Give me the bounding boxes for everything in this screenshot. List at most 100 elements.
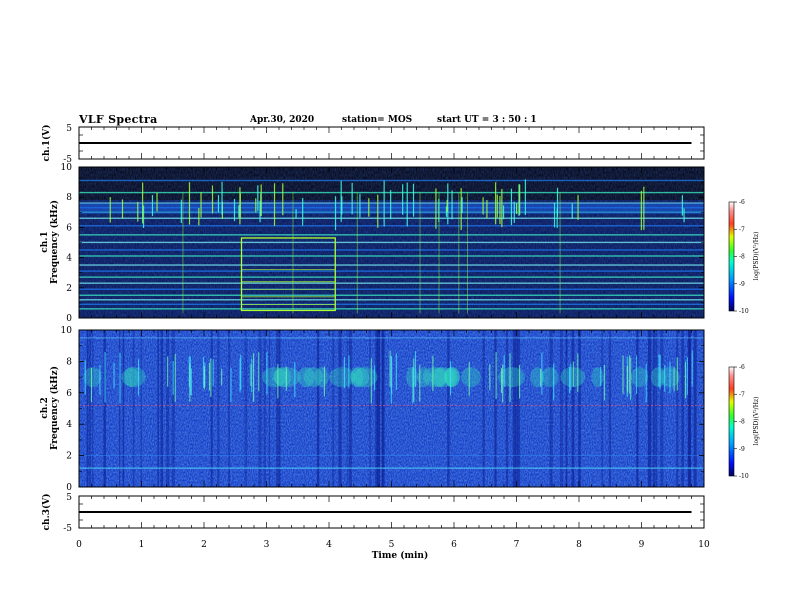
spec2-streak: [258, 330, 262, 487]
ch2-spec-ylabel-2: Frequency (kHz): [49, 366, 60, 450]
y-tick-label: 0: [66, 314, 72, 324]
spec2-streak: [171, 330, 175, 487]
spec2-blob: [422, 367, 448, 388]
colorbar-tick-label: -10: [739, 308, 749, 315]
spec2-blob: [443, 367, 460, 388]
spec1-band: [79, 303, 704, 306]
panel-ch2-spectrogram: 0 2 4 6 8 10 ch.2 Frequency (kHz): [40, 326, 705, 493]
x-tick-label: 7: [514, 540, 520, 550]
spec2-streak: [561, 330, 564, 487]
y-tick-label: 0: [66, 483, 72, 493]
ch1-ytick-bottom: -5: [63, 155, 72, 165]
y-tick-label: 10: [61, 163, 73, 173]
spec2-blob: [434, 367, 447, 388]
ch3-ytick-bottom: -5: [63, 524, 72, 534]
spec2-streak: [647, 330, 652, 487]
colorbar-ch1-label: log(PSD)(V²/Hz): [753, 232, 760, 281]
x-tick-label: 6: [451, 540, 457, 550]
spec1-band: [79, 203, 704, 214]
spec2-blob: [83, 367, 102, 388]
y-tick-label: 2: [66, 284, 72, 294]
spec2-streak: [637, 330, 639, 487]
spec2-streak: [210, 330, 213, 487]
spec2-streak: [636, 330, 638, 487]
spec2-streak: [505, 330, 509, 487]
spec2-streak: [693, 330, 697, 487]
spec1-band: [79, 255, 704, 257]
spec1-band: [79, 264, 704, 266]
spec2-blob: [444, 367, 460, 388]
spec2-streak: [571, 330, 575, 487]
colorbar-tick-label: -6: [739, 364, 745, 371]
spec2-streak: [652, 330, 655, 487]
spec2-streak: [676, 330, 679, 487]
spec2-streak: [263, 330, 266, 487]
colorbar-tick-label: -8: [739, 254, 745, 261]
spec2-streak: [608, 330, 612, 487]
spec2-streak: [482, 330, 485, 487]
ch3-ytick-top: 5: [66, 493, 72, 503]
spec2-streak: [140, 330, 142, 487]
spec2-streak: [660, 330, 664, 487]
spec1-band: [79, 249, 704, 251]
spec2-streak: [86, 330, 88, 487]
spec2-blob: [297, 367, 315, 388]
spec1-highlight-box: [240, 237, 336, 312]
y-tick-label: 6: [66, 223, 72, 233]
spec2-streak: [276, 330, 279, 487]
spec1-band: [79, 179, 704, 182]
spec2-streak: [578, 330, 581, 487]
spec2-streak: [338, 330, 342, 487]
spec2-streak: [517, 330, 521, 487]
spec2-streak: [369, 330, 371, 487]
colorbar-tick-label: -6: [739, 199, 745, 206]
y-tick-label: 8: [66, 357, 72, 367]
spec1-band: [79, 276, 704, 278]
colorbar-tick-label: -7: [739, 391, 745, 398]
colorbar-tick-label: -9: [739, 446, 745, 453]
spec2-streak: [228, 330, 230, 487]
x-axis-label: Time (min): [372, 550, 429, 561]
panel-ch3-waveform: 5 -5 ch.3(V) 0 1 2 3 4 5 6 7 8 9 10 Time (min): [41, 493, 710, 561]
spec2-streak: [119, 330, 121, 487]
spec2-streak: [375, 330, 378, 487]
x-tick-label: 1: [139, 540, 145, 550]
spec2-blob: [541, 367, 559, 388]
spec2-streak: [317, 330, 320, 487]
spec2-blob: [417, 367, 431, 388]
colorbar-ch1-gradient: [728, 201, 735, 312]
chart-title: VLF Spectra: [79, 113, 158, 126]
spec2-streak: [655, 330, 658, 487]
spec2-blob: [121, 367, 146, 388]
spec1-band: [79, 234, 704, 236]
x-tick-label: 5: [389, 540, 395, 550]
spec2-streak: [687, 330, 691, 487]
station-label: station= MOS: [342, 115, 413, 125]
spec2-streak: [122, 330, 125, 487]
spec2-streak: [132, 330, 135, 487]
spec1-band: [79, 270, 704, 272]
colorbar-ch2: -6 -7 -8 -9 -10 log(PSD)(V²/Hz): [728, 364, 760, 480]
spec1-band: [79, 282, 704, 284]
y-tick-label: 8: [66, 193, 72, 203]
spec2-blob: [303, 367, 323, 388]
spec1-band: [79, 288, 704, 290]
ch1-spec-ylabel-1: ch.1: [40, 231, 50, 252]
x-tick-label: 0: [76, 540, 82, 550]
spec2-streak: [278, 330, 281, 487]
spec2-streak: [681, 330, 685, 487]
spec1-band: [79, 217, 704, 219]
spec2-streak: [512, 330, 516, 487]
spec2-blob: [124, 367, 139, 388]
spec2-streak: [346, 330, 348, 487]
spec2-streak: [381, 330, 384, 487]
spec2-streak: [494, 330, 497, 487]
spec2-blob: [591, 367, 604, 388]
spec2-streak: [601, 330, 604, 487]
y-tick-label: 4: [66, 254, 72, 264]
ch1-ytick-top: 5: [66, 124, 72, 134]
spec2-blob: [429, 367, 456, 388]
spec2-blob: [650, 367, 666, 388]
ch3-ylabel: ch.3(V): [41, 494, 52, 531]
spec2-blob: [498, 367, 526, 388]
